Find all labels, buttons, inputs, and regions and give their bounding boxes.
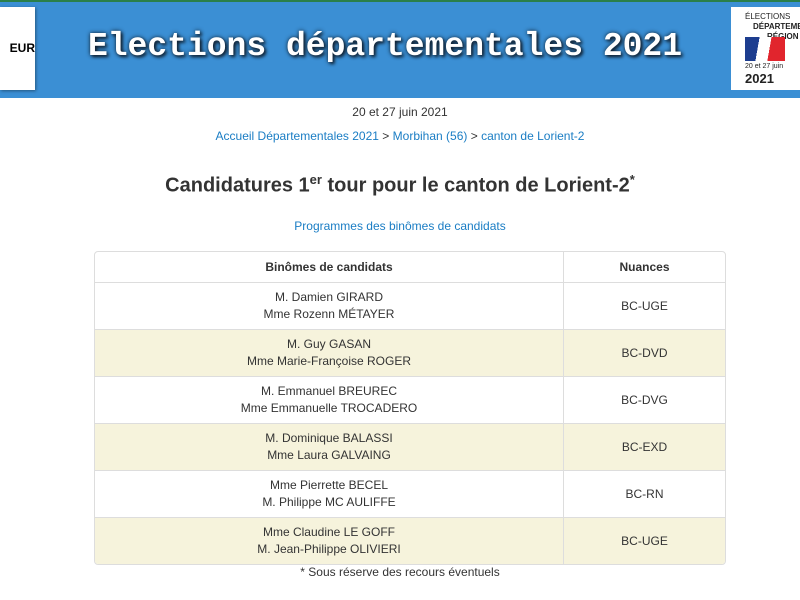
logo-text: 20 et 27 juin bbox=[745, 63, 784, 70]
heading-text: Candidatures 1 bbox=[165, 174, 310, 197]
header-cell: Nuances bbox=[619, 260, 670, 274]
separator: > bbox=[470, 129, 478, 143]
table-row: M. Guy GASAN Mme Marie-Françoise ROGER BC-… bbox=[95, 329, 725, 376]
table-row: Mme Claudine LE GOFF M. Jean-Philippe OLI… bbox=[95, 517, 725, 564]
logo-text: 2021 bbox=[745, 71, 774, 86]
candidates-cell: Mme Claudine LE GOFF M. Jean-Philippe OLI… bbox=[95, 518, 564, 564]
candidate-name: M. Damien GIRARD bbox=[274, 290, 384, 304]
heading: Candidatures 1er tour pour le canton de … bbox=[0, 172, 800, 198]
nuance-cell: BC-EXD bbox=[621, 440, 668, 454]
table-row: M. Dominique BALASSI Mme Laura GALVAING BC… bbox=[95, 423, 725, 470]
breadcrumb: Accueil Départementales 2021 > Morbihan … bbox=[0, 129, 800, 143]
nuance-cell: BC-DVG bbox=[621, 393, 668, 407]
heading-sup: er bbox=[309, 172, 322, 187]
ministry-logo[interactable]: EUR bbox=[0, 7, 35, 90]
date: 20 et 27 juin 2021 bbox=[352, 105, 448, 119]
table-header: Binômes de candidats Nuances bbox=[95, 252, 725, 282]
candidate-name: Mme Marie-Françoise ROGER bbox=[246, 354, 412, 368]
heading-text: tour pour le canton de Lorient-2 bbox=[321, 174, 630, 197]
candidates-cell: M. Emmanuel BREUREC Mme Emmanuelle TROCAD… bbox=[95, 377, 564, 423]
candidate-name: Mme Emmanuelle TROCADERO bbox=[240, 401, 418, 415]
candidates-cell: Mme Pierrette BECEL M. Philippe MC AULIFF… bbox=[95, 471, 564, 517]
candidate-name: M. Guy GASAN bbox=[286, 337, 372, 351]
flag bbox=[745, 37, 785, 61]
site-title: Elections départementales 2021 bbox=[87, 28, 683, 65]
candidate-name: M. Jean-Philippe OLIVIERI bbox=[257, 542, 401, 556]
candidates-cell: M. Dominique BALASSI Mme Laura GALVAING bbox=[95, 424, 564, 470]
election-logo[interactable]: ÉLECTIONS DÉPARTEME RÉGION 20 et 27 juin… bbox=[731, 7, 800, 90]
nuance-cell: BC-UGE bbox=[621, 299, 668, 313]
candidate-name: Mme Pierrette BECEL bbox=[269, 478, 389, 492]
nuance-cell: BC-DVD bbox=[621, 346, 668, 360]
nuance-cell: BC-UGE bbox=[621, 534, 668, 548]
logo-text: DÉPARTEME bbox=[753, 22, 800, 31]
ministry-text: EUR bbox=[9, 41, 35, 55]
table-row: M. Damien GIRARD Mme Rozenn MÉTAYER BC-UGE bbox=[95, 282, 725, 329]
candidate-name: Mme Laura GALVAING bbox=[267, 448, 391, 462]
heading-mark: * bbox=[629, 172, 635, 187]
header-cell: Binômes de candidats bbox=[95, 252, 564, 282]
candidate-name: Mme Claudine LE GOFF bbox=[262, 525, 396, 539]
table-row: M. Emmanuel BREUREC Mme Emmanuelle TROCAD… bbox=[95, 376, 725, 423]
breadcrumb-link[interactable]: canton de Lorient-2 bbox=[481, 129, 585, 143]
candidate-name: Mme Rozenn MÉTAYER bbox=[263, 307, 395, 321]
candidate-name: M. Emmanuel BREUREC bbox=[260, 384, 398, 398]
programs-link[interactable]: Programmes des binômes de candidats bbox=[294, 219, 506, 233]
breadcrumb-link[interactable]: Morbihan (56) bbox=[392, 129, 468, 143]
candidate-name: M. Philippe MC AULIFFE bbox=[262, 495, 396, 509]
candidate-name: M. Dominique BALASSI bbox=[265, 431, 393, 445]
candidates-cell: M. Damien GIRARD Mme Rozenn MÉTAYER bbox=[95, 283, 564, 329]
header: EUR Elections départementales 2021 ÉLECT… bbox=[0, 0, 800, 98]
table-row: Mme Pierrette BECEL M. Philippe MC AULIFF… bbox=[95, 470, 725, 517]
footnote: * Sous réserve des recours éventuels bbox=[300, 565, 500, 579]
nuance-cell: BC-RN bbox=[625, 487, 664, 501]
separator: > bbox=[382, 129, 390, 143]
breadcrumb-link[interactable]: Accueil Départementales 2021 bbox=[215, 129, 379, 143]
candidates-cell: M. Guy GASAN Mme Marie-Françoise ROGER bbox=[95, 330, 564, 376]
candidates-table: Binômes de candidats Nuances M. Damien G… bbox=[94, 251, 726, 565]
logo-text: RÉGION bbox=[767, 32, 799, 41]
logo-text: ÉLECTIONS bbox=[745, 12, 791, 21]
